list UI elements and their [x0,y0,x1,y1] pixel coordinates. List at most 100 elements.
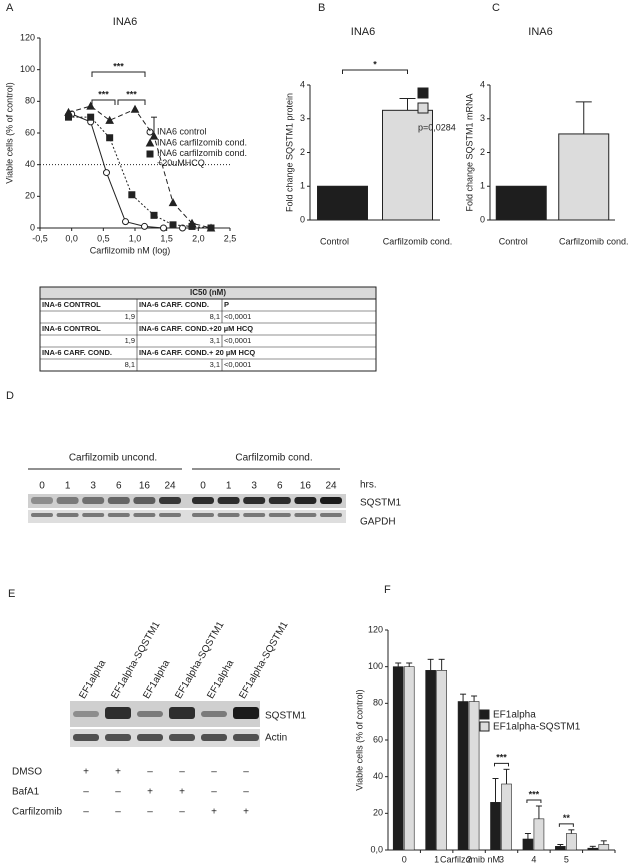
blot-band [320,497,342,504]
y-tick-label: 60 [25,127,35,137]
data-point [145,138,155,147]
table-cell: INA-6 CARF. COND.+20 µM HCQ [139,324,253,333]
panel-label: C [492,2,500,14]
treatment-sign: + [115,767,121,778]
bar [457,701,469,851]
blot-band [159,497,181,504]
blot-band [31,513,53,517]
blot-band [217,497,240,504]
x-tick-label: 1 [434,854,439,864]
data-point [128,191,136,199]
y-tick-label: 0,0 [370,844,383,854]
significance-bracket [342,69,408,74]
lane-label: EF1alpha [141,658,172,701]
significance-bracket [91,71,146,77]
bar [587,847,599,851]
treatment-sign: – [211,767,217,778]
y-tick-label: 120 [20,32,35,42]
legend-label: INA6 carfilzomib cond. +20uMHCQ [157,148,247,168]
significance-label: *** [126,89,137,99]
table-title: IC50 (nM) [190,288,226,297]
y-axis-label: Viable cells (% of control) [354,689,364,790]
x-tick-label: 4 [531,854,536,864]
table-cell: <0,0001 [224,336,251,345]
blot-band [169,734,195,741]
blot-band [268,513,291,517]
x-tick-label: 2 [467,854,472,864]
y-tick-label: 4 [300,79,305,89]
x-tick-label: Control [320,236,349,246]
bar [558,133,610,221]
chart-title: INA6 [351,26,375,38]
significance-label: *** [496,753,507,763]
blot-band [82,497,105,504]
panel-label: A [6,2,14,14]
bar [566,833,577,851]
blot-band [233,707,259,719]
blot-band [243,497,266,504]
timepoint-label: 1 [226,481,232,492]
x-tick-label: 0,5 [97,233,110,243]
bar [495,185,547,221]
bar [468,701,480,851]
y-tick-label: 80 [25,96,35,106]
table-cell: INA-6 CARF. COND. [42,348,112,357]
y-tick-label: 2 [480,147,485,157]
treatment-sign: + [147,787,153,798]
table-cell: 8,1 [210,312,220,321]
blot-band [133,497,156,504]
x-tick-label: Control [499,236,528,246]
y-tick-label: 100 [20,64,35,74]
table-cell: P [224,300,229,309]
x-tick-label: 5 [564,854,569,864]
blot-band [105,707,131,719]
treatment-label: DMSO [12,767,42,778]
data-point [103,169,110,177]
legend-label: INA6 carfilzomib cond. [157,137,247,147]
lane-label: EF1alpha-SQSTM1 [237,619,290,700]
bar [317,185,368,221]
y-tick-label: 1 [300,181,305,191]
table-cell: 3,1 [210,360,220,369]
significance-bracket [117,99,146,105]
timepoint-label: 24 [164,481,176,492]
blot-band [137,734,163,741]
y-tick-label: 3 [300,113,305,123]
treatment-sign: – [83,787,89,798]
x-tick-label: 2,0 [192,233,205,243]
blot-strip [70,701,260,727]
significance-bracket [91,99,116,105]
treatment-sign: – [179,807,185,818]
blot-band [107,497,130,504]
timepoint-label: 0 [39,481,45,492]
data-point [149,131,159,140]
chart-title: INA6 [113,16,137,28]
data-point [207,224,215,232]
table-cell: 3,1 [210,336,220,345]
data-point [141,222,148,230]
treatment-sign: – [243,767,249,778]
x-tick-label: 3 [499,854,504,864]
panel-label: E [8,588,15,600]
timepoint-label: 1 [65,481,71,492]
timepoint-label: 6 [116,481,122,492]
y-axis-label: Fold change SQSTM1 mRNA [464,93,474,211]
legend-label: EF1alpha [493,710,536,721]
x-tick-label: -0,5 [32,233,48,243]
blot-row-label: SQSTM1 [360,498,402,509]
timepoint-label: 16 [139,481,151,492]
blot-band [82,513,105,517]
bar [403,666,415,851]
panel-label: F [384,584,391,596]
blot-band [73,734,99,741]
table-cell: INA-6 CONTROL [42,324,101,333]
y-tick-label: 40 [25,159,35,169]
y-tick-label: 40 [373,771,383,781]
treatment-sign: – [243,787,249,798]
table-cell: INA-6 CARF. COND. [139,300,209,309]
data-point [86,101,96,110]
blot-row-label: Actin [265,733,287,744]
data-point [146,150,154,158]
timepoint-label: 3 [251,481,257,492]
data-point [168,198,178,207]
